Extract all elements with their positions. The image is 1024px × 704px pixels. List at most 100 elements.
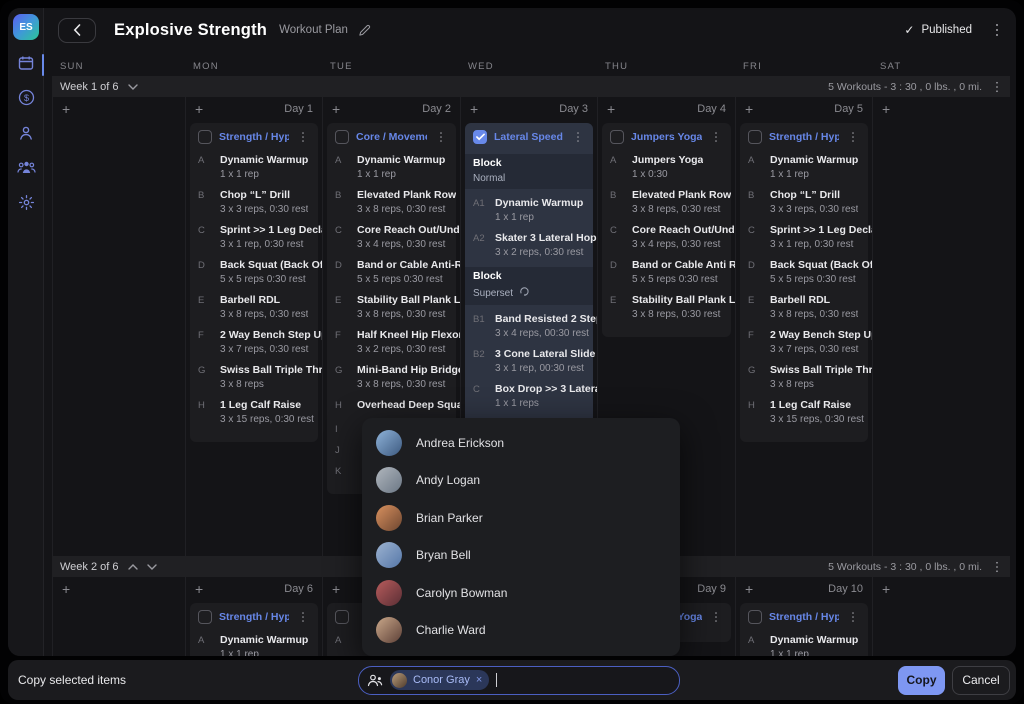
exercise-row[interactable]: G Mini-Band Hip Bridge w/ ... 3 x 8 reps, … — [335, 364, 460, 390]
exercise-row[interactable]: B Elevated Plank Row 3 x 8 reps, 0:30 rest — [610, 189, 731, 215]
exercise-row[interactable]: B1 Band Resisted 2 Step Late... 3 x 4 reps… — [473, 313, 597, 339]
athlete-list-item[interactable]: Andrea Erickson — [362, 424, 680, 462]
back-button[interactable] — [58, 17, 96, 43]
workout-card[interactable]: Strength / Hypertro... A Dynamic Warmup 1 x… — [190, 123, 322, 442]
workout-title-link[interactable]: Strength / Hypertro... — [769, 131, 839, 143]
exercise-row[interactable]: A1 Dynamic Warmup 1 x 1 rep — [473, 197, 585, 223]
week-menu-icon[interactable] — [991, 560, 1003, 574]
athlete-list-item[interactable]: Charlie Ward — [362, 612, 680, 650]
sidebar-item-calendar[interactable] — [15, 54, 44, 76]
exercise-row[interactable]: H 1 Leg Calf Raise 3 x 15 reps, 0:30 rest — [748, 399, 864, 425]
exercise-row[interactable]: D Band or Cable Anti-Rotati... 5 x 5 reps … — [335, 259, 460, 285]
athlete-search-input[interactable]: Conor Gray × — [358, 665, 680, 695]
sidebar-item-groups[interactable] — [15, 159, 37, 181]
cancel-button[interactable]: Cancel — [952, 665, 1010, 695]
workout-menu-icon[interactable] — [297, 611, 308, 624]
workout-card[interactable]: Lateral Speed / Plyo Block Normal A1 Dynamic… — [465, 123, 597, 450]
workout-menu-icon[interactable] — [572, 131, 583, 144]
exercise-row[interactable]: D Back Squat (Back Off Set) 5 x 5 reps 0:3… — [198, 259, 322, 285]
publish-status[interactable]: ✓ Published — [904, 23, 972, 37]
workout-checkbox[interactable] — [748, 610, 762, 624]
athlete-list-item[interactable]: Bryan Bell — [362, 537, 680, 575]
workout-menu-icon[interactable] — [710, 611, 721, 624]
workout-menu-icon[interactable] — [847, 131, 858, 144]
workout-card[interactable]: Strength / Hypertro... A Dynamic Warmup 1 x… — [740, 123, 872, 442]
exercise-row[interactable]: E Barbell RDL 3 x 8 reps, 0:30 rest — [748, 294, 860, 320]
exercise-row[interactable]: A Dynamic Warmup 1 x 1 rep — [748, 634, 860, 656]
workout-menu-icon[interactable] — [435, 131, 446, 144]
team-logo[interactable]: ES — [13, 14, 39, 40]
exercise-row[interactable]: A Dynamic Warmup 1 x 1 rep — [198, 154, 310, 180]
sidebar-item-billing[interactable]: $ — [15, 89, 37, 111]
selected-athlete-chip[interactable]: Conor Gray × — [390, 670, 490, 690]
athlete-list-item[interactable]: Andy Logan — [362, 462, 680, 500]
exercise-row[interactable]: B Chop “L” Drill 3 x 3 reps, 0:30 rest — [198, 189, 310, 215]
sidebar-item-settings[interactable] — [15, 194, 37, 216]
exercise-row[interactable]: A Jumpers Yoga 1 x 0:30 — [610, 154, 723, 180]
chevron-down-icon[interactable] — [146, 563, 157, 570]
athlete-list-item[interactable]: Brian Parker — [362, 499, 680, 537]
exercise-row[interactable]: K — [335, 465, 448, 477]
add-workout-button[interactable]: + — [195, 101, 204, 117]
exercise-row[interactable]: C Sprint >> 1 Leg Declarations 3 x 1 rep, … — [198, 224, 322, 250]
add-workout-button[interactable]: + — [62, 581, 71, 597]
add-workout-button[interactable]: + — [470, 101, 479, 117]
exercise-row[interactable]: F Half Kneel Hip Flexor Rais... 3 x 2 reps… — [335, 329, 460, 355]
athlete-list-item[interactable]: Carolyn Bowman — [362, 574, 680, 612]
exercise-row[interactable]: A2 Skater 3 Lateral Hops >> ... 3 x 2 reps… — [473, 232, 597, 258]
add-workout-button[interactable]: + — [745, 581, 754, 597]
add-workout-button[interactable]: + — [882, 101, 891, 117]
edit-title-icon[interactable] — [358, 24, 371, 37]
exercise-row[interactable]: B Chop “L” Drill 3 x 3 reps, 0:30 rest — [748, 189, 860, 215]
add-workout-button[interactable]: + — [62, 101, 71, 117]
exercise-row[interactable]: C Core Reach Out/Under 3 x 4 reps, 0:30 re… — [335, 224, 460, 250]
workout-title-link[interactable]: Strength / Hypertro... — [769, 611, 839, 623]
add-workout-button[interactable]: + — [195, 581, 204, 597]
exercise-row[interactable]: D Back Squat (Back Off Set) 5 x 5 reps 0:3… — [748, 259, 872, 285]
workout-menu-icon[interactable] — [847, 611, 858, 624]
exercise-row[interactable]: D Band or Cable Anti Rotati... 5 x 5 reps … — [610, 259, 735, 285]
exercise-row[interactable]: A — [335, 634, 448, 646]
add-workout-button[interactable]: + — [332, 101, 341, 117]
workout-checkbox[interactable] — [610, 130, 624, 144]
workout-card[interactable]: Jumpers Yoga / Core A Jumpers Yoga 1 x 0:30… — [602, 123, 735, 337]
exercise-row[interactable]: C Box Drop >> 3 Lateral H... 1 x 1 reps — [473, 383, 597, 409]
workout-checkbox[interactable] — [198, 130, 212, 144]
exercise-row[interactable]: G Swiss Ball Triple Threat 3 x 8 reps — [748, 364, 872, 390]
add-workout-button[interactable]: + — [332, 581, 341, 597]
workout-checkbox[interactable] — [335, 130, 349, 144]
exercise-row[interactable]: F 2 Way Bench Step Up 3 x 7 reps, 0:30 res… — [198, 329, 322, 355]
workout-title-link[interactable]: Jumpers Yoga / Core — [631, 131, 702, 143]
exercise-row[interactable]: E Stability Ball Plank Linear ... 3 x 8 re… — [610, 294, 735, 320]
exercise-row[interactable]: J — [335, 444, 448, 456]
workout-title-link[interactable]: Strength / Hypertro... — [219, 131, 289, 143]
exercise-row[interactable]: F 2 Way Bench Step Up 3 x 7 reps, 0:30 res… — [748, 329, 872, 355]
remove-athlete-icon[interactable]: × — [475, 673, 483, 686]
exercise-row[interactable]: E Barbell RDL 3 x 8 reps, 0:30 rest — [198, 294, 310, 320]
workout-title-link[interactable]: Strength / Hypertro... — [219, 611, 289, 623]
workout-checkbox[interactable] — [335, 610, 349, 624]
add-workout-button[interactable]: + — [607, 101, 616, 117]
chevron-down-icon[interactable] — [127, 83, 138, 90]
copy-button[interactable]: Copy — [898, 665, 945, 695]
exercise-row[interactable]: A Dynamic Warmup 1 x 1 rep — [198, 634, 310, 656]
workout-title-link[interactable]: Core / Movement Q... — [356, 131, 427, 143]
workout-checkbox[interactable] — [473, 130, 487, 144]
workout-title-link[interactable]: Lateral Speed / Plyo — [494, 131, 564, 143]
workout-checkbox[interactable] — [198, 610, 212, 624]
exercise-row[interactable]: I — [335, 423, 448, 435]
chevron-up-icon[interactable] — [127, 563, 138, 570]
exercise-row[interactable]: H Overhead Deep Squat Mo... — [335, 399, 460, 414]
exercise-row[interactable]: B2 3 Cone Lateral Slide 3 x 1 rep, 00:30 r… — [473, 348, 595, 374]
exercise-row[interactable]: A Dynamic Warmup 1 x 1 rep — [335, 154, 448, 180]
week-menu-icon[interactable] — [991, 80, 1003, 94]
sidebar-item-athlete[interactable] — [15, 124, 37, 146]
exercise-row[interactable]: G Swiss Ball Triple Threat 3 x 8 reps — [198, 364, 322, 390]
workout-menu-icon[interactable] — [297, 131, 308, 144]
exercise-row[interactable]: A Dynamic Warmup 1 x 1 rep — [748, 154, 860, 180]
add-workout-button[interactable]: + — [745, 101, 754, 117]
exercise-row[interactable]: B Elevated Plank Row 3 x 8 reps, 0:30 rest — [335, 189, 456, 215]
exercise-row[interactable]: C Core Reach Out/Under 3 x 4 reps, 0:30 re… — [610, 224, 735, 250]
exercise-row[interactable]: E Stability Ball Plank Linear ... 3 x 8 re… — [335, 294, 460, 320]
workout-checkbox[interactable] — [748, 130, 762, 144]
